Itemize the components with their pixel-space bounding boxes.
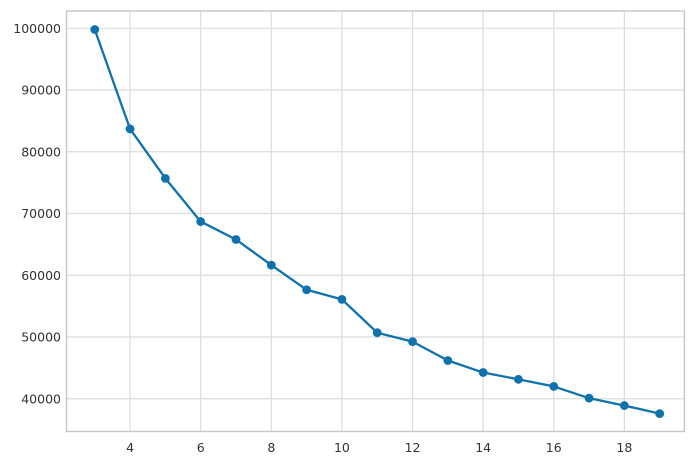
data-point-marker — [549, 382, 559, 391]
data-point-marker — [302, 285, 311, 295]
data-point-marker — [90, 25, 100, 34]
axes-background — [66, 11, 685, 432]
data-point-marker — [125, 124, 135, 134]
data-point-marker — [231, 235, 241, 244]
data-point-marker — [160, 173, 170, 183]
data-point-marker — [443, 356, 453, 365]
x-tick-label: 18 — [616, 440, 632, 455]
x-tick-label: 4 — [126, 440, 134, 455]
x-tick-label: 10 — [334, 440, 350, 455]
x-tick-label: 8 — [267, 440, 275, 455]
x-tick-label: 12 — [405, 440, 421, 455]
x-tick-label: 14 — [475, 440, 491, 455]
data-point-marker — [337, 294, 347, 304]
data-point-marker — [514, 374, 523, 384]
data-point-marker — [372, 328, 382, 338]
x-tick-label: 16 — [546, 440, 562, 455]
y-tick-label: 80000 — [21, 144, 61, 159]
y-tick-label: 90000 — [21, 83, 61, 98]
y-tick-label: 40000 — [21, 391, 61, 406]
y-tick-label: 50000 — [21, 330, 61, 345]
y-tick-label: 60000 — [21, 268, 61, 283]
y-tick-label: 70000 — [21, 206, 61, 221]
plot-border — [65, 10, 686, 433]
data-point-marker — [655, 409, 665, 418]
x-tick-label: 6 — [197, 440, 205, 455]
data-point-marker — [196, 217, 206, 226]
data-point-marker — [408, 337, 417, 347]
data-point-marker — [619, 401, 629, 410]
data-point-marker — [584, 393, 594, 403]
data-point-marker — [478, 368, 488, 377]
data-point-marker — [266, 260, 276, 270]
y-tick-label: 100000 — [13, 21, 61, 36]
